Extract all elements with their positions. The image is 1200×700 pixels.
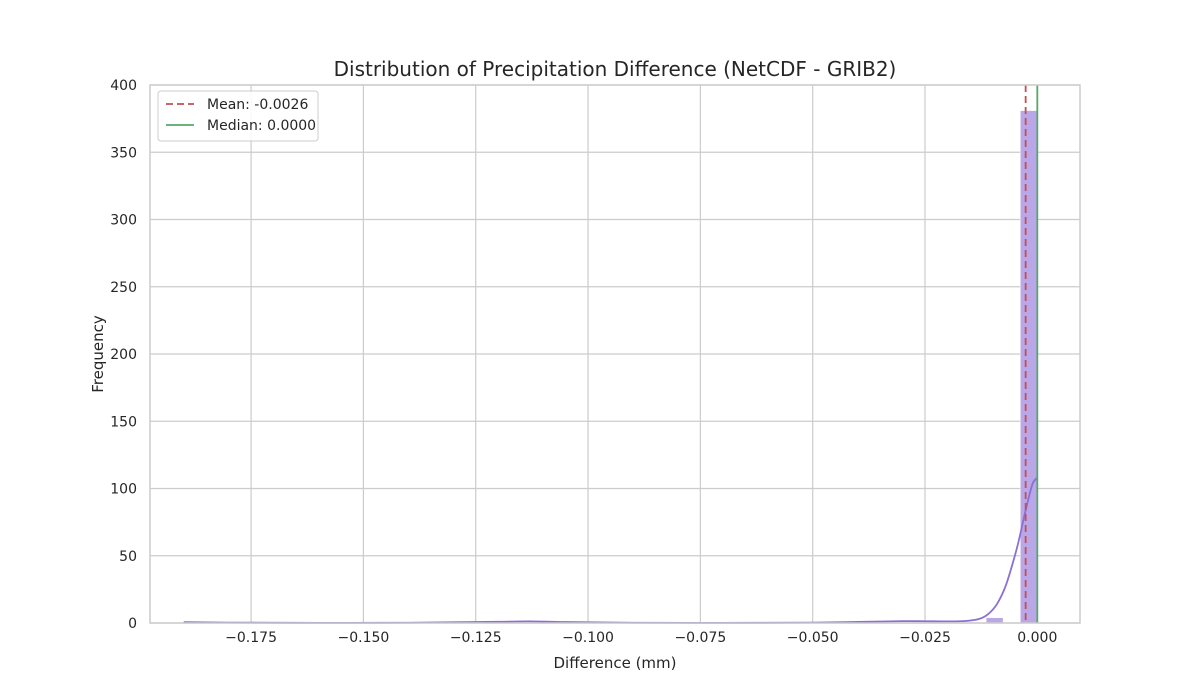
y-tick-labels: 0 50 100 150 200 250 300 350 400 [110, 78, 137, 632]
y-tick-label: 100 [110, 482, 137, 498]
legend: Mean: -0.0026 Median: 0.0000 [157, 90, 319, 142]
y-tick-label: 350 [110, 145, 137, 161]
x-tick-label: −0.075 [674, 630, 726, 646]
legend-label-median: Median: 0.0000 [207, 118, 316, 134]
plot-frame [149, 84, 1081, 624]
x-tick-label: −0.025 [899, 630, 951, 646]
chart-title: Distribution of Precipitation Difference… [334, 57, 897, 81]
y-axis-title: Frequency [89, 315, 107, 393]
y-tick-label: 200 [110, 347, 137, 363]
histogram-bars [985, 110, 1038, 624]
x-tick-label: −0.150 [337, 630, 389, 646]
kde-curve-group [183, 477, 1039, 624]
x-tick-label: −0.100 [562, 630, 614, 646]
x-tick-label: −0.125 [450, 630, 502, 646]
x-tick-label: −0.175 [225, 630, 277, 646]
x-tick-label: −0.050 [787, 630, 839, 646]
kde-curve [183, 477, 1039, 624]
y-tick-label: 150 [110, 414, 137, 430]
y-tick-label: 250 [110, 280, 137, 296]
y-tick-label: 0 [128, 616, 137, 632]
reference-lines [1024, 85, 1039, 623]
y-tick-label: 300 [110, 213, 137, 229]
x-axis-title: Difference (mm) [553, 654, 676, 672]
x-tick-label: 0.000 [1017, 630, 1057, 646]
y-tick-label: 400 [110, 78, 137, 94]
legend-box [157, 90, 319, 142]
grid [150, 84, 1080, 624]
x-tick-labels: −0.175 −0.150 −0.125 −0.100 −0.075 −0.050 −0.0… [225, 630, 1057, 646]
histogram-bar [985, 617, 1004, 624]
histogram-bar [1019, 110, 1038, 624]
y-tick-label: 50 [119, 549, 137, 565]
legend-label-mean: Mean: -0.0026 [207, 97, 308, 113]
